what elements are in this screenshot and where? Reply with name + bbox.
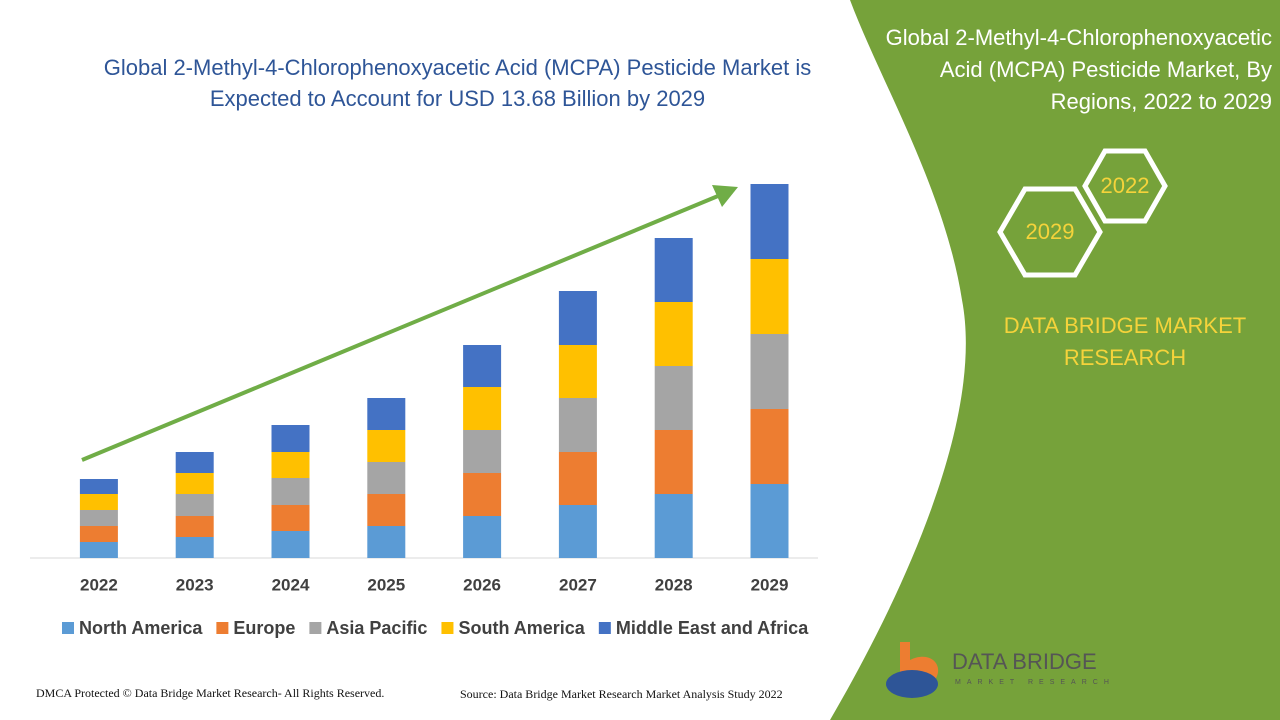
bar-segment (271, 531, 310, 558)
bar-segment (654, 238, 693, 302)
bar-segment (463, 473, 502, 516)
bar-segment (175, 494, 214, 516)
bar-segment (367, 462, 406, 494)
legend-label: South America (458, 618, 585, 638)
trend-arrow-head (712, 185, 738, 207)
bar-segment (558, 291, 597, 345)
bar-segment (750, 409, 789, 484)
trend-arrow (81, 194, 719, 462)
bar-segment (654, 430, 693, 494)
x-tick-label: 2029 (751, 575, 789, 594)
brand: DATA BRIDGE MARKET RESEARCH (1003, 313, 1247, 370)
panel-title: Global 2-Methyl-4-Chlorophenoxyacetic Ac… (885, 25, 1272, 114)
hex-label: 2022 (1101, 173, 1150, 198)
bar-segment (271, 478, 310, 505)
bar-segment (654, 302, 693, 366)
legend-swatch (216, 622, 229, 634)
legend-swatch (598, 622, 611, 634)
bar-segment (750, 184, 789, 259)
side-panel (830, 0, 1280, 720)
x-tick-label: 2022 (80, 575, 118, 594)
bar-segment (750, 334, 789, 409)
bar-segment (654, 366, 693, 430)
source: Source: Data Bridge Market Research Mark… (460, 687, 783, 701)
legend-label: North America (79, 618, 203, 638)
bar-segment (175, 537, 214, 558)
logo-name: DATA BRIDGE (952, 649, 1097, 674)
hexagon (1082, 148, 1168, 224)
bar-segment (79, 479, 118, 494)
x-tick-label: 2023 (176, 575, 214, 594)
x-tick-label: 2025 (367, 575, 405, 594)
legend-label: Middle East and Africa (616, 618, 809, 638)
legend-swatch (441, 622, 454, 634)
legend-label: Europe (233, 618, 295, 638)
bar-segment (271, 452, 310, 478)
x-tick-label: 2024 (272, 575, 310, 594)
bar-segment (367, 494, 406, 526)
bar-segment (367, 398, 406, 430)
bar-segment (463, 430, 502, 473)
bar-segment (654, 494, 693, 558)
bar-segment (175, 473, 214, 494)
bar-segment (558, 398, 597, 452)
bar-segment (750, 484, 789, 558)
logo-mark (886, 670, 938, 698)
hex-label: 2029 (1026, 219, 1075, 244)
chart-title: Global 2-Methyl-4-Chlorophenoxyacetic Ac… (103, 55, 812, 111)
bar-segment (558, 505, 597, 558)
bar-segment (79, 494, 118, 510)
legend-label: Asia Pacific (326, 618, 427, 638)
bar-segment (558, 452, 597, 505)
copyright: DMCA Protected © Data Bridge Market Rese… (36, 686, 385, 700)
legend-swatch (62, 622, 74, 634)
logo-sub: MARKET RESEARCH (955, 679, 1115, 686)
bar-segment (463, 516, 502, 558)
bar-segment (175, 516, 214, 537)
bar-segment (367, 430, 406, 462)
x-tick-label: 2026 (463, 575, 501, 594)
bar-segment (463, 345, 502, 387)
bar-segment (271, 425, 310, 452)
bar-segment (79, 526, 118, 542)
bar-segment (463, 387, 502, 430)
x-tick-label: 2027 (559, 575, 597, 594)
x-tick-label: 2028 (655, 575, 693, 594)
bar-segment (750, 259, 789, 334)
bar-segment (175, 452, 214, 473)
hexagon (997, 186, 1103, 278)
bar-segment (558, 345, 597, 398)
bar-segment (271, 505, 310, 531)
bar-segment (79, 542, 118, 558)
bar-segment (367, 526, 406, 558)
bar-segment (79, 510, 118, 526)
legend-swatch (309, 622, 322, 634)
